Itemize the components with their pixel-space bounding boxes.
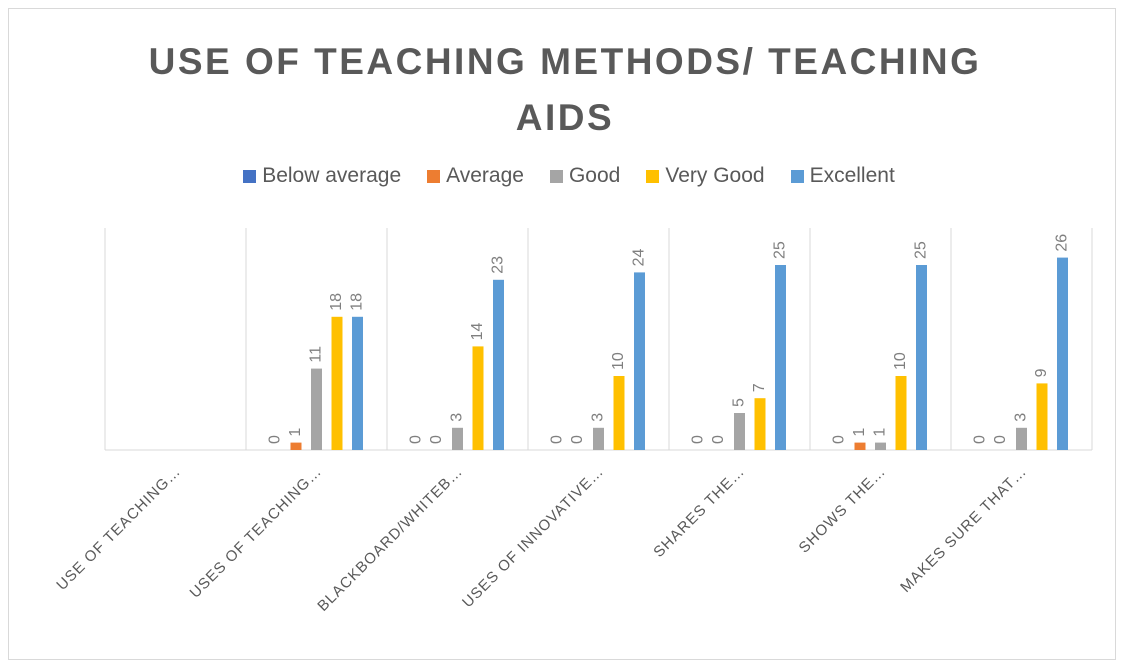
x-tick-label: BLACKBOARD/WHITEB… bbox=[314, 463, 466, 615]
data-label: 3 bbox=[449, 413, 466, 422]
data-label: 0 bbox=[972, 435, 989, 444]
bar bbox=[1036, 383, 1048, 450]
data-label: 14 bbox=[469, 323, 486, 341]
data-label: 23 bbox=[490, 256, 507, 274]
bar bbox=[1016, 427, 1027, 450]
legend-swatch bbox=[790, 169, 804, 183]
bar bbox=[1057, 257, 1068, 450]
chart-frame bbox=[8, 8, 1116, 660]
data-label: 1 bbox=[287, 428, 304, 437]
data-label: 3 bbox=[1013, 413, 1030, 422]
data-label: 10 bbox=[610, 352, 627, 370]
data-label: 0 bbox=[690, 435, 707, 444]
bar bbox=[493, 279, 504, 450]
legend: Below average Average Good Very Good Excelle… bbox=[0, 164, 1125, 188]
legend-entry: Below average bbox=[243, 164, 401, 188]
data-label: 7 bbox=[751, 383, 768, 392]
legend-label: Good bbox=[568, 164, 621, 187]
bar bbox=[854, 442, 866, 450]
x-tick-label: USES OF TEACHING… bbox=[187, 463, 326, 602]
data-label: 0 bbox=[992, 435, 1009, 444]
bar bbox=[593, 427, 604, 450]
data-label: 0 bbox=[831, 435, 848, 444]
data-label: 1 bbox=[851, 428, 868, 437]
x-tick-label: USE OF TEACHING… bbox=[53, 463, 184, 594]
data-label: 25 bbox=[913, 241, 930, 259]
bar bbox=[452, 427, 463, 450]
bar bbox=[331, 316, 343, 450]
bar bbox=[613, 376, 625, 450]
data-label: 0 bbox=[549, 435, 566, 444]
data-label: 0 bbox=[710, 435, 727, 444]
legend-label: Very Good bbox=[665, 164, 765, 187]
x-tick-label: MAKES SURE THAT… bbox=[897, 463, 1030, 596]
data-label: 0 bbox=[428, 435, 445, 444]
bar bbox=[895, 376, 907, 450]
bar bbox=[875, 442, 886, 450]
legend-swatch bbox=[549, 169, 563, 183]
legend-swatch bbox=[646, 169, 660, 183]
x-tick-label: SHOWS THE… bbox=[796, 463, 890, 557]
data-label: 11 bbox=[308, 346, 325, 363]
data-label: 9 bbox=[1033, 368, 1050, 377]
bar bbox=[734, 413, 745, 450]
legend-label: Excellent bbox=[809, 164, 895, 187]
legend-label: Average bbox=[446, 164, 524, 187]
data-label: 0 bbox=[569, 435, 586, 444]
x-tick-label: SHARES THE… bbox=[650, 463, 748, 561]
bar bbox=[634, 272, 645, 450]
data-label: 3 bbox=[590, 413, 607, 422]
bar bbox=[775, 265, 786, 450]
chart-title: USE OF TEACHING METHODS/ TEACHING AIDS bbox=[148, 41, 982, 138]
data-label: 25 bbox=[772, 241, 789, 259]
data-label: 1 bbox=[872, 428, 889, 437]
x-tick-label: USES OF INNOVATIVE… bbox=[459, 463, 607, 611]
data-label: 26 bbox=[1054, 234, 1071, 252]
bar bbox=[352, 316, 363, 450]
data-label: 18 bbox=[349, 293, 366, 311]
data-label: 18 bbox=[328, 293, 345, 311]
bar bbox=[916, 265, 927, 450]
data-label: 0 bbox=[408, 435, 425, 444]
legend-entry: Excellent bbox=[790, 164, 895, 188]
legend-swatch bbox=[427, 169, 441, 183]
legend-swatch bbox=[243, 169, 257, 183]
bar bbox=[472, 346, 484, 450]
data-label: 5 bbox=[731, 398, 748, 407]
legend-entry: Good bbox=[549, 164, 621, 188]
data-label: 10 bbox=[892, 352, 909, 370]
legend-entry: Average bbox=[427, 164, 524, 188]
bar bbox=[754, 398, 766, 450]
bar bbox=[290, 442, 302, 450]
data-label: 24 bbox=[631, 249, 648, 267]
legend-label: Below average bbox=[262, 164, 402, 187]
data-label: 0 bbox=[267, 435, 284, 444]
legend-entry: Very Good bbox=[646, 164, 765, 188]
bar bbox=[311, 368, 322, 450]
